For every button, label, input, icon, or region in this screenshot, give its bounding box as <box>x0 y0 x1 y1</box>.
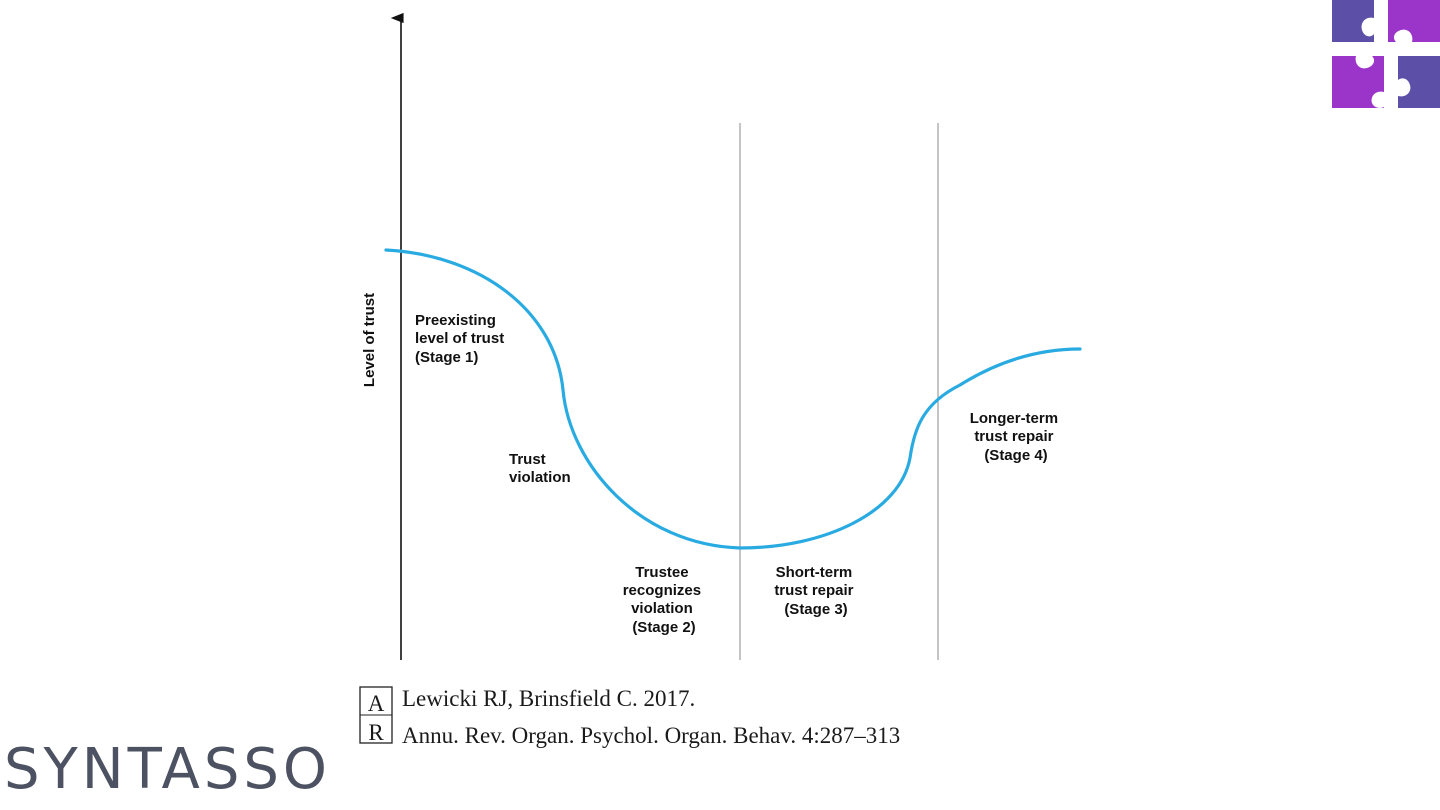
svg-text:R: R <box>368 720 384 745</box>
stage1-label: Preexisting level of trust (Stage 1) <box>415 312 508 366</box>
citation-line-1: Lewicki RJ, Brinsfield C. 2017. <box>402 686 695 711</box>
stage2-label: Trustee recognizes violation (Stage 2) <box>623 564 706 636</box>
annual-reviews-logo: A R <box>359 686 393 745</box>
svg-text:A: A <box>368 691 385 716</box>
y-axis-label: Level of trust <box>361 293 378 387</box>
trust-curve <box>384 248 1082 550</box>
stage4-label: Longer-term trust repair (Stage 4) <box>970 410 1063 464</box>
puzzle-icon <box>1332 0 1440 108</box>
citation-line-2: Annu. Rev. Organ. Psychol. Organ. Behav.… <box>402 723 900 748</box>
stage3-label: Short-term trust repair (Stage 3) <box>774 564 857 618</box>
syntasso-wordmark: SYNTASSO <box>4 737 331 802</box>
trust-violation-label: Trust violation <box>509 451 571 486</box>
